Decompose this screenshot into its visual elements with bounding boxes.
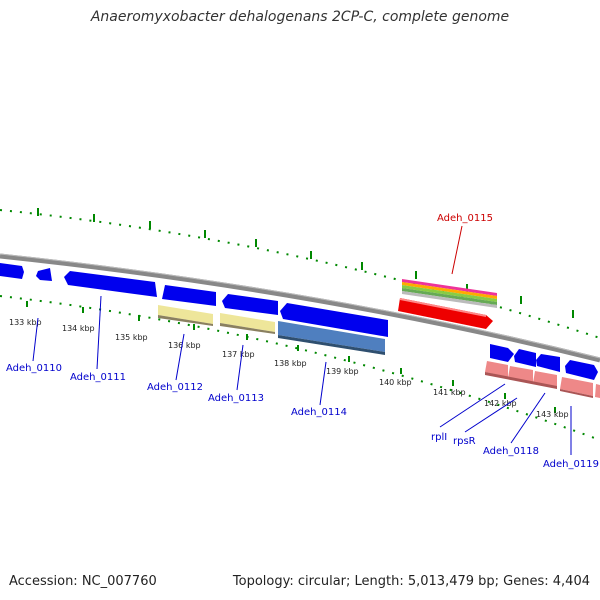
feature-stripes	[402, 279, 497, 308]
label-rpsr[interactable]: rpsR	[453, 436, 476, 447]
tick-label-138: 138 kbp	[274, 359, 307, 368]
tick-label-143: 143 kbp	[536, 410, 569, 419]
label-adeh-0119[interactable]: Adeh_0119	[543, 459, 599, 470]
genome-summary-text: Topology: circular; Length: 5,013,479 bp…	[232, 574, 590, 589]
label-adeh-0114[interactable]: Adeh_0114	[291, 407, 347, 418]
tick-label-135: 135 kbp	[115, 333, 148, 342]
tick-label-139: 139 kbp	[326, 367, 359, 376]
gene-rpsr[interactable]	[514, 349, 536, 367]
lower-features	[158, 305, 600, 398]
tick-label-140: 140 kbp	[379, 378, 412, 387]
inner-major-ticks	[26, 301, 556, 413]
gene-adeh-0111[interactable]	[64, 271, 157, 297]
tick-label-141: 141 kbp	[433, 388, 466, 397]
label-adeh-0112[interactable]: Adeh_0112	[147, 382, 203, 393]
tick-label-134: 134 kbp	[62, 324, 95, 333]
label-adeh-0110[interactable]: Adeh_0110	[6, 363, 62, 374]
gene-adeh-0114[interactable]	[280, 303, 388, 337]
accession-text: Accession: NC_007760	[9, 574, 157, 589]
tick-label-136: 136 kbp	[168, 341, 201, 350]
gene-adeh-0118[interactable]	[536, 354, 560, 372]
label-adeh-0113[interactable]: Adeh_0113	[208, 393, 264, 404]
label-adeh-0111[interactable]: Adeh_0111	[70, 372, 126, 383]
genome-backbone	[0, 253, 600, 363]
tick-label-142: 142 kbp	[484, 399, 517, 408]
gene-rpli[interactable]	[490, 344, 514, 362]
label-adeh-0115[interactable]: Adeh_0115	[437, 213, 493, 224]
tick-labels: 133 kbp 134 kbp 135 kbp 136 kbp 137 kbp …	[9, 318, 569, 419]
gene-adeh-0112[interactable]	[162, 285, 216, 306]
gene-labels: Adeh_0110 Adeh_0111 Adeh_0112 Adeh_0113 …	[6, 213, 599, 470]
gene-adeh-0110[interactable]	[0, 263, 24, 279]
label-rpli[interactable]: rplI	[431, 432, 447, 443]
map-title: Anaeromyxobacter dehalogenans 2CP-C, com…	[90, 9, 510, 25]
gene-small-0110b[interactable]	[36, 268, 52, 281]
gene-adeh-0119[interactable]	[565, 360, 598, 380]
label-leaders	[32, 225, 572, 455]
outer-major-ticks	[37, 208, 574, 318]
forward-genes	[0, 263, 598, 380]
gene-adeh-0115[interactable]	[398, 298, 493, 329]
tick-label-133: 133 kbp	[9, 318, 42, 327]
tick-label-137: 137 kbp	[222, 350, 255, 359]
gene-adeh-0113[interactable]	[222, 294, 278, 315]
label-adeh-0118[interactable]: Adeh_0118	[483, 446, 539, 457]
